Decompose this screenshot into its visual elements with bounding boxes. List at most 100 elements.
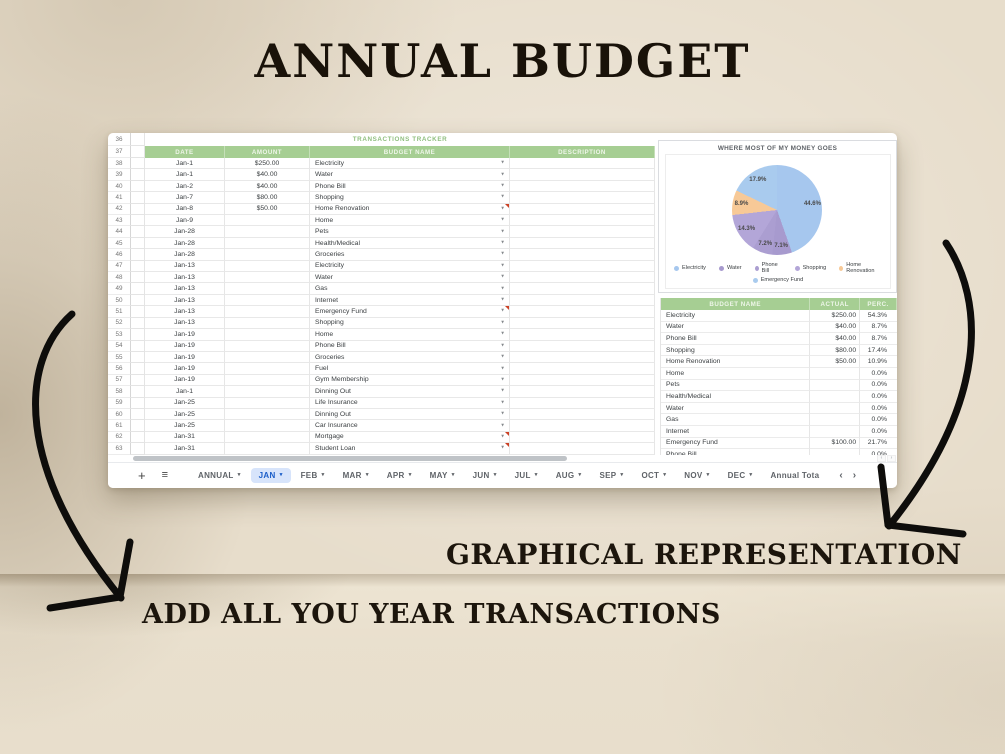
summary-perc-cell[interactable]: 0.0% <box>860 368 897 380</box>
dropdown-icon[interactable]: ▾ <box>501 444 504 451</box>
amount-cell[interactable] <box>225 237 310 250</box>
tab-dropdown-icon[interactable]: ▾ <box>534 471 538 478</box>
summary-budget-name-cell[interactable]: Phone Bill <box>661 333 811 345</box>
dropdown-icon[interactable]: ▾ <box>501 341 504 348</box>
dropdown-icon[interactable]: ▾ <box>501 353 504 360</box>
dropdown-icon[interactable]: ▾ <box>501 193 504 200</box>
summary-actual-cell[interactable] <box>810 414 861 426</box>
summary-perc-cell[interactable]: 0.0% <box>860 391 897 403</box>
gutter-cell[interactable] <box>131 133 145 146</box>
budget-cell[interactable]: Mortgage ▾ <box>310 431 510 444</box>
sheet-tab-jul[interactable]: JUL ▾ <box>507 468 546 483</box>
date-cell[interactable]: Jan-13 <box>145 260 225 273</box>
amount-cell[interactable] <box>225 386 310 398</box>
gutter-cell[interactable] <box>131 272 145 284</box>
dropdown-icon[interactable]: ▾ <box>501 216 504 223</box>
tab-dropdown-icon[interactable]: ▾ <box>321 471 325 478</box>
summary-perc-cell[interactable]: 8.7% <box>860 322 897 334</box>
description-cell[interactable] <box>510 386 655 398</box>
row-number[interactable]: 49 <box>108 283 131 295</box>
date-cell[interactable]: Jan-25 <box>145 420 225 432</box>
summary-perc-cell[interactable]: 0.0% <box>860 449 897 455</box>
gutter-cell[interactable] <box>131 215 145 227</box>
gutter-cell[interactable] <box>131 237 145 250</box>
date-cell[interactable]: Jan-7 <box>145 192 225 204</box>
amount-cell[interactable] <box>225 272 310 284</box>
sheet-tab-feb[interactable]: FEB ▾ <box>293 468 333 483</box>
amount-cell[interactable] <box>225 306 310 318</box>
amount-cell[interactable]: $80.00 <box>225 192 310 204</box>
budget-cell[interactable]: Home ▾ <box>310 329 510 341</box>
date-cell[interactable]: Jan-19 <box>145 329 225 341</box>
row-number[interactable]: 37 <box>108 146 131 158</box>
row-number[interactable]: 62 <box>108 431 131 444</box>
summary-budget-name-cell[interactable]: Water <box>661 321 811 334</box>
gutter-cell[interactable] <box>131 146 145 158</box>
gutter-cell[interactable] <box>131 294 145 307</box>
date-cell[interactable]: Jan-8 <box>145 203 225 216</box>
dropdown-icon[interactable]: ▾ <box>501 319 504 326</box>
budget-cell[interactable]: Groceries ▾ <box>310 249 510 261</box>
amount-cell[interactable] <box>225 317 310 330</box>
budget-cell[interactable]: Fuel ▾ <box>310 363 510 375</box>
description-cell[interactable] <box>510 306 655 318</box>
description-cell[interactable] <box>510 260 655 273</box>
budget-cell[interactable]: Home ▾ <box>310 215 510 227</box>
date-cell[interactable]: Jan-19 <box>145 363 225 375</box>
row-number[interactable]: 57 <box>108 374 131 387</box>
row-number[interactable]: 41 <box>108 192 131 204</box>
dropdown-icon[interactable]: ▾ <box>501 330 504 337</box>
date-cell[interactable]: Jan-1 <box>145 169 225 181</box>
date-cell[interactable]: Jan-19 <box>145 374 225 387</box>
add-sheet-icon[interactable]: + <box>138 468 146 483</box>
summary-actual-cell[interactable] <box>810 367 861 380</box>
summary-perc-cell[interactable]: 21.7% <box>860 438 897 450</box>
description-cell[interactable] <box>510 329 655 341</box>
description-cell[interactable] <box>510 317 655 330</box>
row-number[interactable]: 42 <box>108 203 131 216</box>
date-cell[interactable]: Jan-28 <box>145 237 225 250</box>
summary-actual-cell[interactable]: $250.00 <box>810 310 861 322</box>
date-cell[interactable]: Jan-2 <box>145 180 225 193</box>
gutter-cell[interactable] <box>131 386 145 398</box>
scroll-right-icon[interactable]: › <box>887 455 896 462</box>
budget-cell[interactable]: Electricity ▾ <box>310 260 510 273</box>
amount-cell[interactable] <box>225 363 310 375</box>
description-cell[interactable] <box>510 249 655 261</box>
summary-budget-name-cell[interactable]: Water <box>661 402 811 415</box>
summary-actual-cell[interactable] <box>810 449 861 455</box>
description-cell[interactable] <box>510 169 655 181</box>
amount-cell[interactable] <box>225 294 310 307</box>
dropdown-icon[interactable]: ▾ <box>501 296 504 303</box>
row-number[interactable]: 51 <box>108 306 131 318</box>
date-cell[interactable]: Jan-25 <box>145 397 225 409</box>
dropdown-icon[interactable]: ▾ <box>501 398 504 405</box>
budget-cell[interactable]: Water ▾ <box>310 169 510 181</box>
sheet-tab-apr[interactable]: APR ▾ <box>379 468 420 483</box>
summary-actual-cell[interactable]: $50.00 <box>810 356 861 368</box>
tab-scroll-next-icon[interactable]: › <box>852 470 857 481</box>
dropdown-icon[interactable]: ▾ <box>501 284 504 291</box>
row-number[interactable]: 46 <box>108 249 131 261</box>
dropdown-icon[interactable]: ▾ <box>501 387 504 394</box>
summary-actual-cell[interactable]: $80.00 <box>810 344 861 357</box>
summary-actual-cell[interactable] <box>810 379 861 392</box>
amount-cell[interactable]: $40.00 <box>225 169 310 181</box>
summary-perc-cell[interactable]: 0.0% <box>860 414 897 426</box>
gutter-cell[interactable] <box>131 408 145 421</box>
summary-actual-cell[interactable]: $40.00 <box>810 321 861 334</box>
dropdown-icon[interactable]: ▾ <box>501 376 504 383</box>
amount-cell[interactable] <box>225 351 310 364</box>
gutter-cell[interactable] <box>131 192 145 204</box>
summary-actual-cell[interactable] <box>810 425 861 438</box>
summary-budget-name-cell[interactable]: Electricity <box>661 310 811 322</box>
tab-dropdown-icon[interactable]: ▾ <box>749 471 753 478</box>
gutter-cell[interactable] <box>131 306 145 318</box>
amount-cell[interactable] <box>225 420 310 432</box>
description-cell[interactable] <box>510 374 655 387</box>
date-cell[interactable]: Jan-31 <box>145 431 225 444</box>
amount-cell[interactable] <box>225 215 310 227</box>
summary-budget-name-cell[interactable]: Home <box>661 367 811 380</box>
budget-cell[interactable]: Phone Bill ▾ <box>310 180 510 193</box>
summary-perc-cell[interactable]: 0.0% <box>860 403 897 415</box>
